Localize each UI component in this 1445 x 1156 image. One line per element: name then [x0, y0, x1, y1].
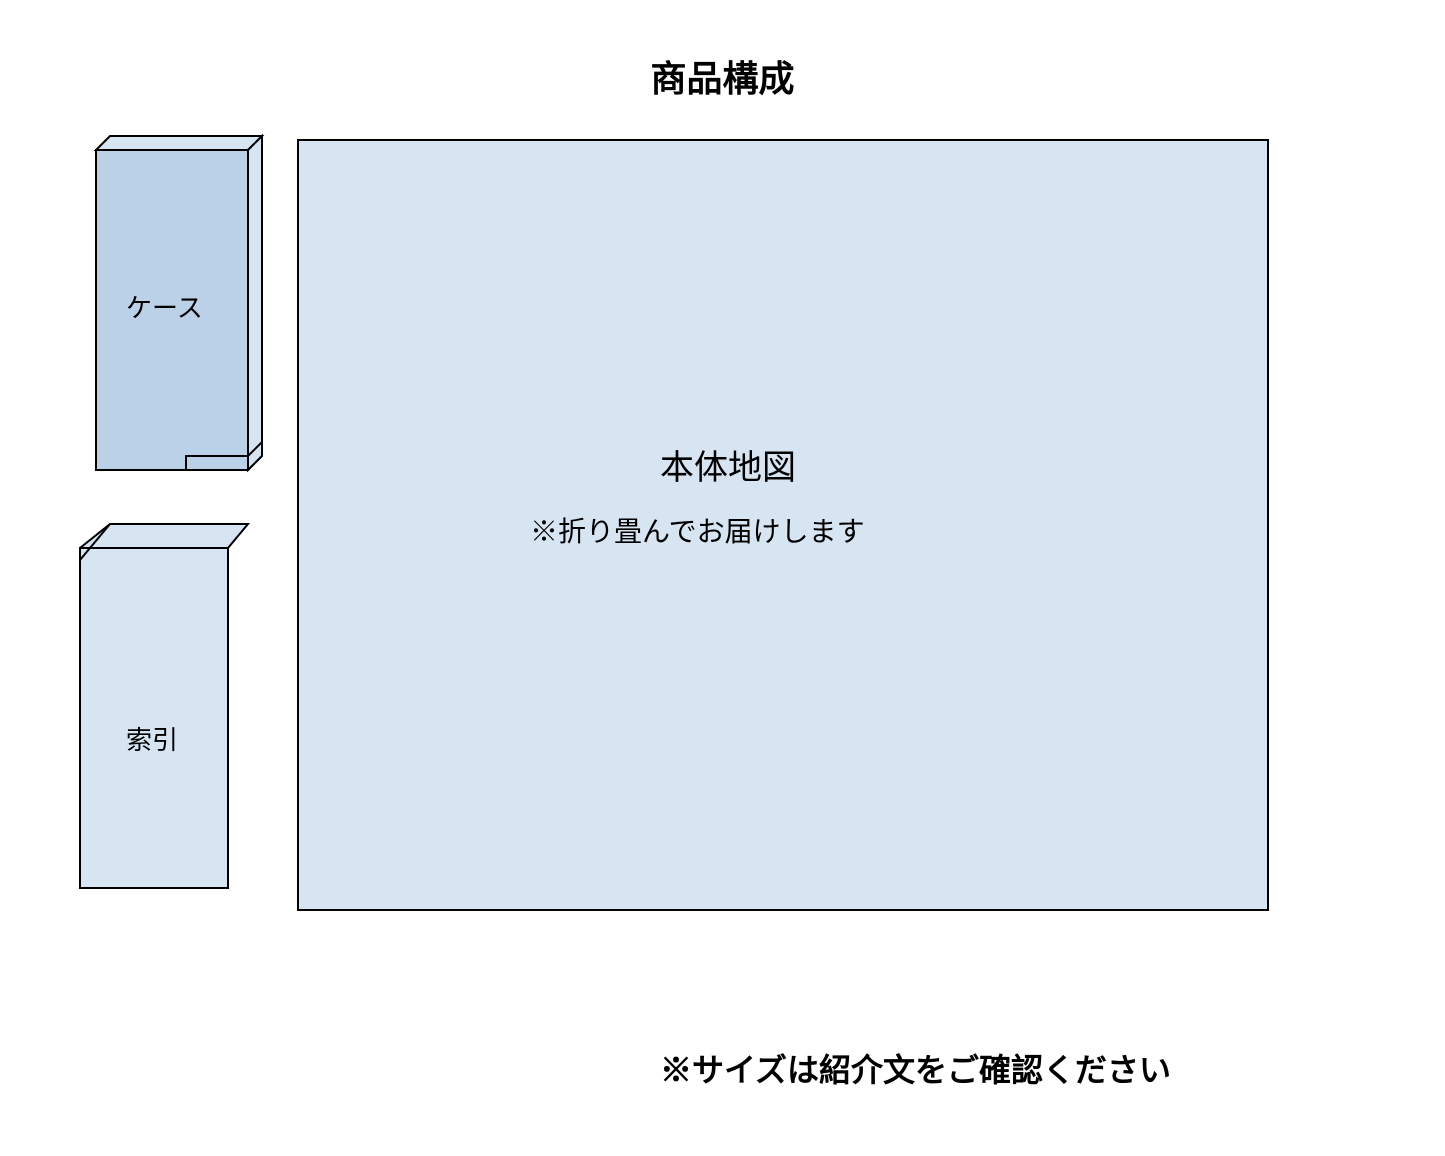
- case-side-face: [248, 136, 262, 470]
- case-label: ケース: [126, 288, 203, 325]
- index-front: [80, 548, 228, 888]
- main-map-note: ※折り畳んでお届けします: [530, 510, 865, 550]
- main-map-label: 本体地図: [660, 440, 796, 489]
- case-top-face: [96, 136, 262, 150]
- index-label: 索引: [126, 720, 178, 757]
- footer-size-note: ※サイズは紹介文をご確認ください: [660, 1045, 1171, 1091]
- product-composition-diagram: [0, 0, 1445, 1156]
